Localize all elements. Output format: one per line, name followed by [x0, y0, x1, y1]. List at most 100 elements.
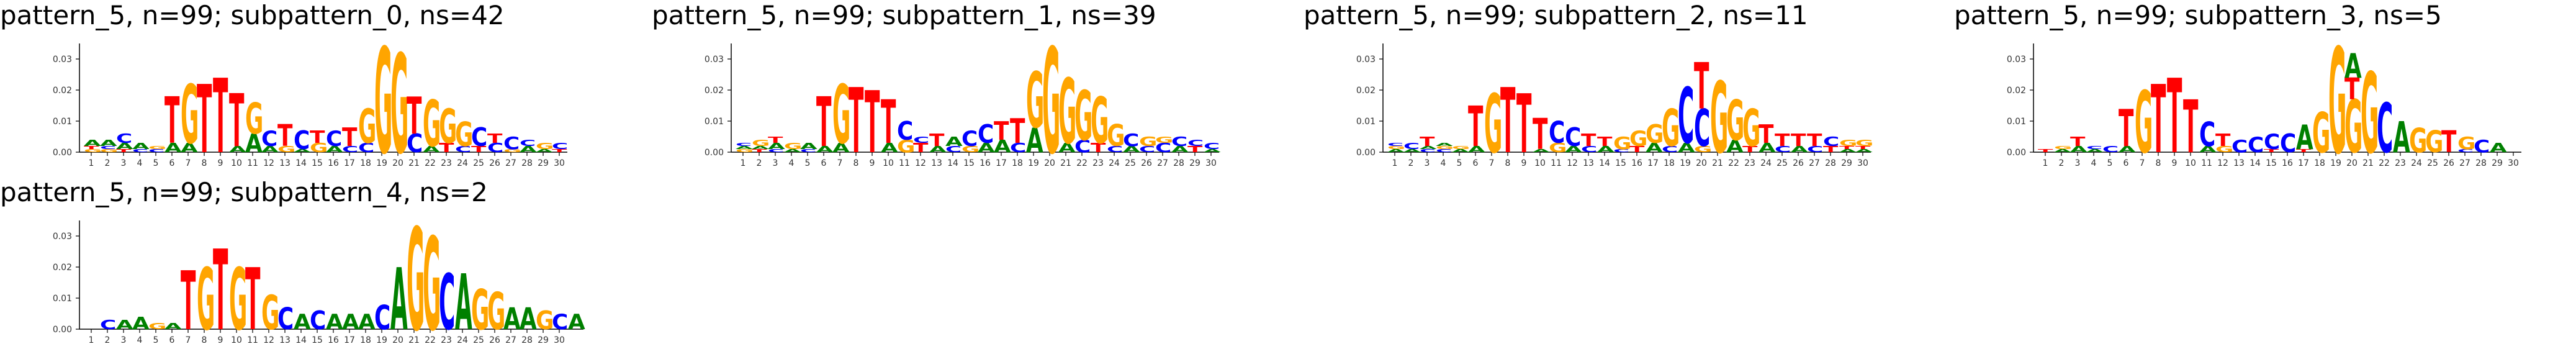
logo-letter-g: G [1058, 60, 1076, 164]
y-tick-label: 0.00 [1356, 148, 1376, 158]
logo-letter-t: T [881, 89, 896, 158]
x-tick-label: 13 [931, 158, 942, 168]
logo-letter-a: A [423, 145, 440, 155]
logo-letter-t: T [1187, 145, 1203, 155]
logo-letter-c: C [1107, 145, 1123, 155]
logo-letter-a: A [945, 134, 963, 149]
logo-letter-a: A [116, 317, 133, 332]
x-tick-label: 4 [2091, 158, 2097, 168]
logo-letter-g: G [2054, 145, 2072, 150]
logo-letter-a: A [978, 140, 995, 155]
x-tick-label: 26 [1141, 158, 1152, 168]
logo-letter-g: G [1629, 127, 1647, 152]
logo-letter-c: C [1823, 134, 1839, 149]
logo-letter-g: G [277, 145, 295, 155]
x-tick-label: 15 [312, 335, 323, 345]
logo-letter-g: G [536, 142, 554, 152]
logo-letter-t: T [2344, 72, 2360, 107]
x-tick-label: 7 [837, 158, 843, 168]
logo-letter-a: A [1597, 145, 1615, 155]
logo-letter-t: T [552, 148, 567, 153]
logo-letter-g: G [471, 279, 489, 343]
logo-letter-c: C [2474, 136, 2490, 157]
logo-letter-a: A [294, 310, 311, 335]
logo-letter-g: G [100, 148, 118, 153]
logo-letter-g: G [2135, 73, 2153, 173]
logo-letter-c: C [1581, 145, 1597, 155]
logo-letter-c: C [1775, 145, 1791, 155]
logo-letter-a: A [1436, 142, 1453, 147]
logo-letter-a: A [390, 250, 408, 350]
logo-letter-a: A [2490, 140, 2507, 155]
x-tick-label: 12 [1567, 158, 1578, 168]
logo-letter-t: T [197, 65, 212, 175]
logo-letter-t: T [164, 85, 180, 159]
logo-letter-c: C [1420, 148, 1436, 153]
logo-letter-g: G [423, 211, 441, 354]
x-tick-label: 14 [1599, 158, 1610, 168]
logo-letter-g: G [310, 140, 328, 155]
logo-letter-t: T [1091, 140, 1106, 155]
logo-letter-t: T [116, 148, 132, 153]
logo-letter-a: A [1452, 148, 1469, 153]
logo-letter-g: G [503, 148, 521, 153]
logo-letter-a: A [520, 145, 537, 155]
logo-letter-g: G [832, 68, 850, 163]
logo-letter-t: T [1629, 145, 1645, 155]
logo-letter-t: T [2441, 125, 2457, 160]
logo-letter-t: T [2151, 65, 2166, 175]
logo-letter-c: C [1403, 142, 1420, 152]
y-tick-label: 0.02 [53, 86, 72, 96]
x-tick-label: 6 [169, 335, 175, 345]
logo-letter-c: C [1123, 130, 1139, 150]
panel-title: pattern_5, n=99; subpattern_1, ns=39 [652, 0, 1156, 30]
x-tick-label: 30 [554, 335, 565, 345]
logo-letter-c: C [1139, 145, 1155, 155]
logo-letter-g: G [407, 200, 425, 354]
logo-letter-g: G [197, 250, 215, 350]
x-tick-label: 30 [554, 158, 565, 168]
logo-letter-t: T [2070, 134, 2086, 149]
logo-letter-g: G [1155, 135, 1173, 145]
logo-letter-g: G [423, 88, 441, 162]
logo-letter-g: G [1074, 77, 1092, 157]
x-tick-label: 7 [186, 158, 191, 168]
logo-letter-c: C [1204, 142, 1220, 152]
logo-letter-a: A [929, 145, 947, 155]
logo-letter-g: G [245, 94, 263, 143]
logo-letter-c: C [310, 306, 326, 336]
logo-letter-g: G [181, 68, 199, 163]
logo-letter-a: A [1726, 136, 1744, 157]
logo-letter-a: A [2070, 145, 2087, 155]
logo-letter-a: A [342, 310, 359, 335]
logo-letter-c: C [503, 133, 520, 153]
logo-letter-c: C [736, 142, 752, 147]
x-tick-label: 2 [2059, 158, 2065, 168]
logo-letter-t: T [1500, 70, 1515, 173]
x-tick-label: 9 [870, 158, 875, 168]
logo-letter-a: A [1839, 148, 1857, 153]
logo-letter-g: G [736, 148, 754, 153]
y-tick-label: 0.02 [2007, 86, 2026, 96]
x-tick-label: 12 [263, 335, 274, 345]
logo-letter-c: C [358, 140, 374, 155]
logo-letter-a: A [881, 140, 898, 155]
logo-letter-t: T [994, 117, 1009, 147]
logo-letter-t: T [2167, 58, 2182, 177]
logo-letter-t: T [1839, 145, 1855, 150]
logo-letter-c: C [342, 145, 358, 155]
x-tick-label: 19 [1680, 158, 1691, 168]
logo-letter-a: A [1123, 145, 1140, 155]
logo-letter-a: A [84, 138, 101, 148]
y-tick-label: 0.01 [2007, 117, 2026, 127]
logo-letter-c: C [913, 135, 929, 145]
logo-letter-c: C [2457, 148, 2474, 153]
x-tick-label: 2 [757, 158, 762, 168]
logo-letter-t: T [84, 145, 99, 150]
logo-letter-t: T [752, 148, 767, 153]
x-tick-label: 23 [441, 335, 452, 345]
logo-letter-t: T [1694, 51, 1709, 125]
logo-letter-g: G [358, 99, 376, 154]
logo-letter-a: A [326, 145, 343, 155]
x-tick-label: 8 [202, 335, 207, 345]
